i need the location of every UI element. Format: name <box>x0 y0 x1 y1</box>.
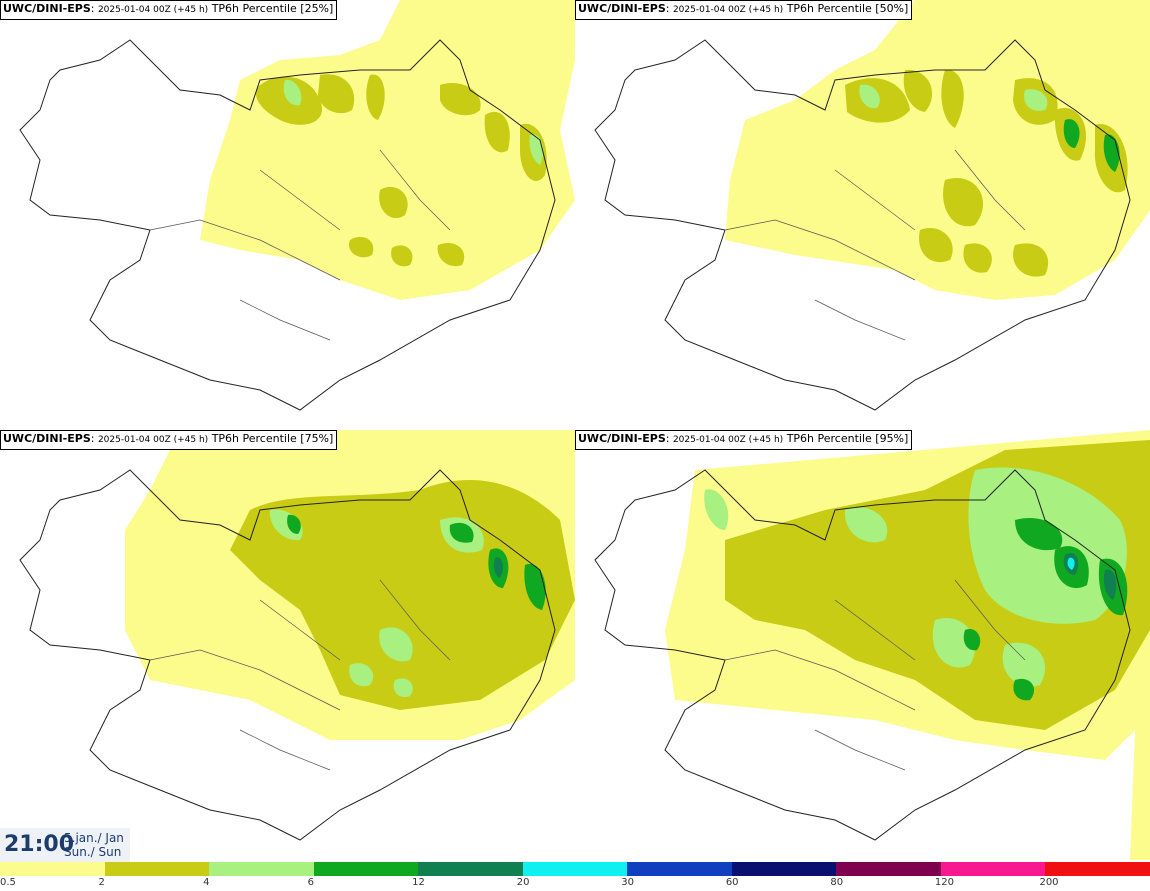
legend-tick-label: 12 <box>412 877 425 888</box>
map-iceland-p25 <box>19 0 575 411</box>
legend-swatch <box>0 862 105 876</box>
panel-p95: UWC/DINI-EPS: 2025-01-04 00Z (+45 h) TP6… <box>575 430 1150 860</box>
legend-tick-label: 4 <box>203 877 210 888</box>
map-iceland-p50 <box>594 0 1150 411</box>
field-label: TP6h Percentile [95%] <box>786 432 909 445</box>
legend-swatch <box>836 862 941 876</box>
legend-swatch <box>104 862 210 876</box>
legend-tick-label: 30 <box>621 877 634 888</box>
panel-p50: UWC/DINI-EPS: 2025-01-04 00Z (+45 h) TP6… <box>575 0 1150 430</box>
legend-tick-label: 20 <box>516 877 530 888</box>
field-label: TP6h Percentile [25%] <box>211 2 334 15</box>
run-info: 2025-01-04 00Z (+45 h) <box>97 435 209 445</box>
legend-tick-label: 80 <box>830 877 844 888</box>
date-line: 5.jan./ Jan <box>64 831 124 845</box>
panel-p25: UWC/DINI-EPS: 2025-01-04 00Z (+45 h) TP6… <box>0 0 575 430</box>
model-name: UWC/DINI-EPS <box>578 2 666 15</box>
run-info: 2025-01-04 00Z (+45 h) <box>97 5 209 15</box>
legend-tick-label: 0.5 <box>0 877 16 888</box>
legend-swatch <box>940 862 1046 876</box>
legend-swatch <box>522 862 628 876</box>
legend-swatch <box>313 862 419 876</box>
legend-tick-label: 120 <box>934 877 954 888</box>
legend-tick-label: 200 <box>1039 877 1059 888</box>
valid-time-box: 21:00 5.jan./ Jan Sun./ Sun <box>0 828 130 862</box>
legend-swatch <box>209 862 314 876</box>
panel-title: UWC/DINI-EPS: 2025-01-04 00Z (+45 h) TP6… <box>575 430 913 450</box>
model-name: UWC/DINI-EPS <box>3 2 91 15</box>
run-info: 2025-01-04 00Z (+45 h) <box>672 5 784 15</box>
panel-title: UWC/DINI-EPS: 2025-01-04 00Z (+45 h) TP6… <box>0 0 338 20</box>
legend-swatch <box>418 862 523 876</box>
map-iceland-p95 <box>594 430 1150 860</box>
legend-tick-label: 6 <box>307 877 314 888</box>
weekday-line: Sun./ Sun <box>64 845 122 859</box>
legend-tick-label: 60 <box>725 877 739 888</box>
legend-swatch <box>731 862 837 876</box>
valid-date: 5.jan./ Jan Sun./ Sun <box>64 831 124 859</box>
panel-title: UWC/DINI-EPS: 2025-01-04 00Z (+45 h) TP6… <box>575 0 913 20</box>
color-legend: 0.5 2 4 6 12 20 30 60 80 120 200 <box>0 862 1150 891</box>
legend-tick-label: 2 <box>98 877 105 888</box>
valid-hour: 21:00 <box>4 832 75 857</box>
legend-swatch <box>1045 862 1150 876</box>
model-name: UWC/DINI-EPS <box>3 432 91 445</box>
model-name: UWC/DINI-EPS <box>578 432 666 445</box>
panel-p75: UWC/DINI-EPS: 2025-01-04 00Z (+45 h) TP6… <box>0 430 575 860</box>
panel-title: UWC/DINI-EPS: 2025-01-04 00Z (+45 h) TP6… <box>0 430 338 450</box>
field-label: TP6h Percentile [75%] <box>211 432 334 445</box>
map-iceland-p75 <box>19 430 575 841</box>
legend-swatch <box>627 862 732 876</box>
field-label: TP6h Percentile [50%] <box>786 2 909 15</box>
run-info: 2025-01-04 00Z (+45 h) <box>672 435 784 445</box>
legend-bar <box>0 862 1150 876</box>
